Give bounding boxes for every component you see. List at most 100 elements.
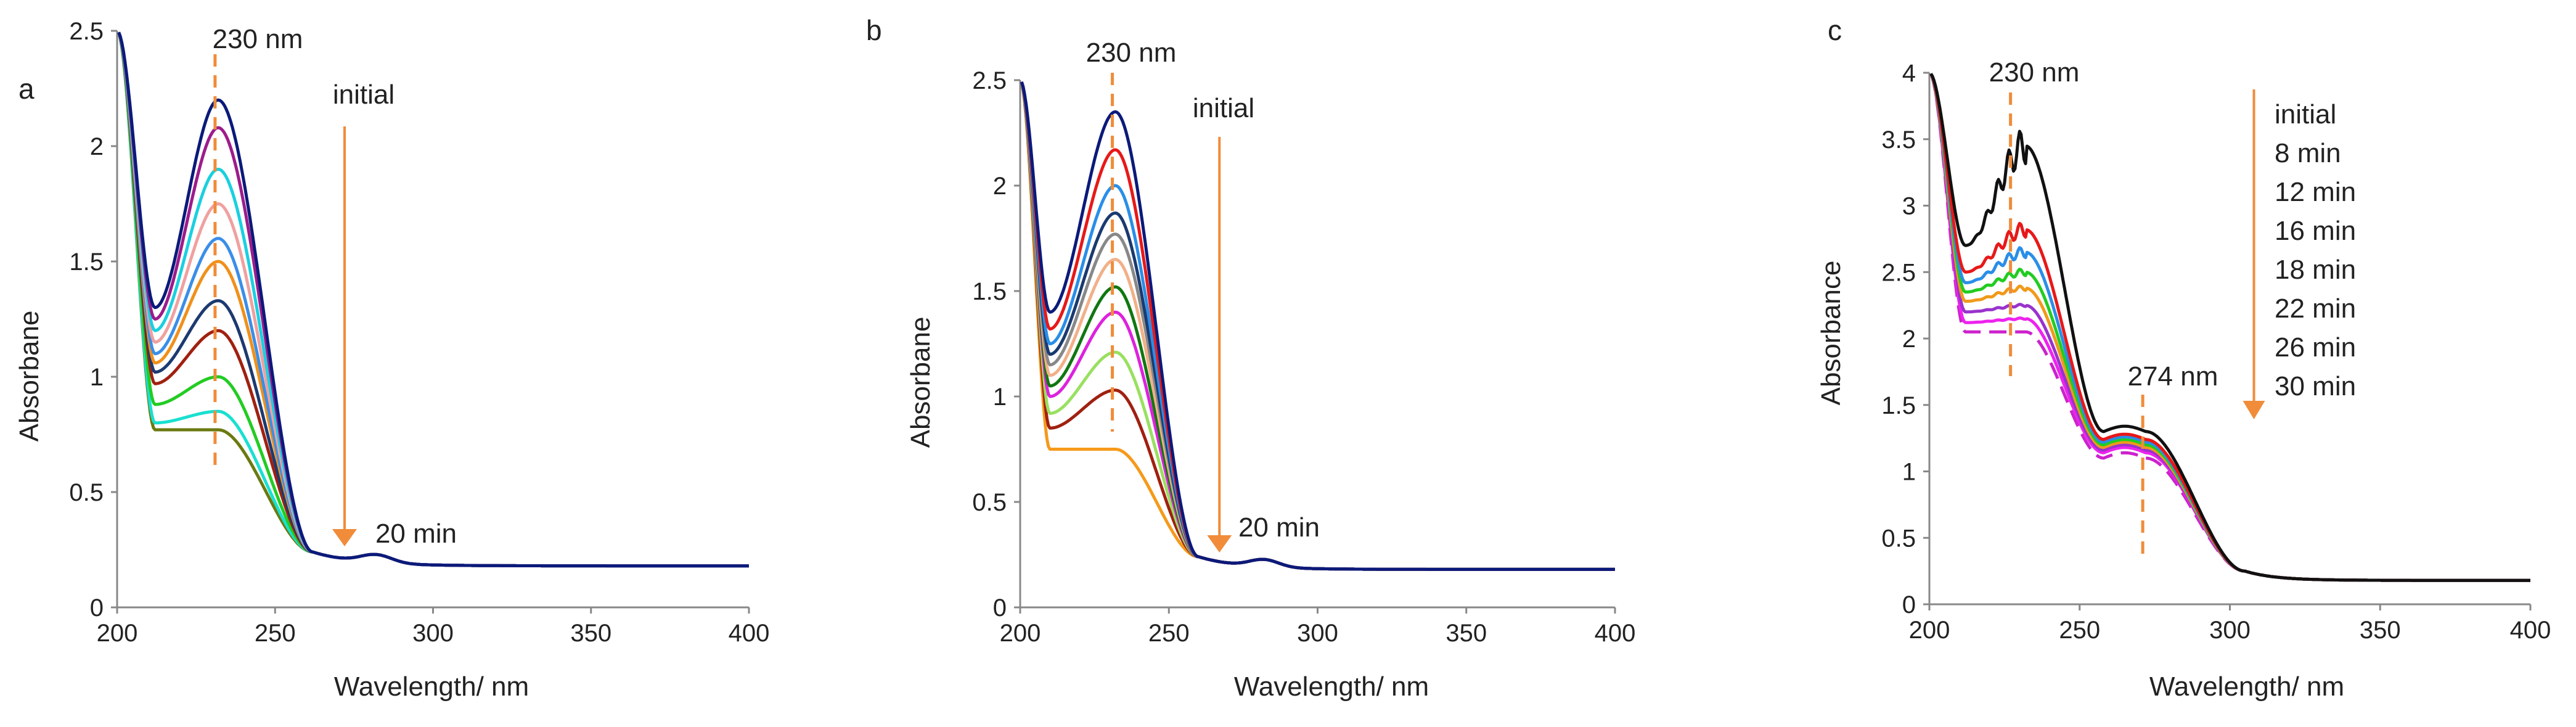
series-line-s8: [117, 32, 749, 568]
series-line-s9: [117, 32, 749, 568]
x-tick-label: 250: [1148, 620, 1190, 647]
panel-b-initial-label: initial: [1193, 93, 1254, 123]
x-tick-label: 200: [1000, 620, 1041, 647]
panel-a-initial-label: initial: [333, 80, 395, 110]
arrow-head: [332, 529, 357, 546]
series-line-s8: [1020, 82, 1615, 571]
series-group: [117, 31, 749, 568]
series-line-30-min: [1929, 73, 2530, 582]
x-tick-label: 350: [2360, 617, 2401, 644]
series-line-12-min: [1929, 73, 2530, 582]
panel-c-legend-item: 12 min: [2275, 177, 2356, 207]
x-tick-label: 300: [1297, 620, 1338, 647]
panel-a-ylabel: Absorbane: [14, 311, 44, 442]
panel-a-letter: a: [18, 73, 35, 105]
panel-b-end-label: 20 min: [1238, 512, 1320, 543]
series-line-s4: [117, 31, 749, 568]
panel-c-legend: initial 8 min 12 min 16 min 18 min 22 mi…: [2275, 99, 2356, 401]
y-tick-label: 2.5: [1881, 259, 1916, 286]
y-tick-label: 2.5: [972, 67, 1007, 94]
panel-c-letter: c: [1828, 14, 1842, 46]
y-tick-label: 0: [1902, 591, 1916, 618]
series-line-20-min: [117, 32, 749, 568]
panel-c-legend-item: 16 min: [2275, 216, 2356, 246]
panel-b-xlabel: Wavelength/ nm: [1234, 672, 1429, 702]
series-line-initial: [1929, 73, 2530, 582]
panel-c: c Absorbance Wavelength/ nm 230 nm 274 n…: [1816, 14, 2551, 702]
series-line-s5: [1020, 81, 1615, 571]
series-line-20-min: [1020, 82, 1615, 571]
series-line-s2: [1020, 81, 1615, 571]
panel-c-second-peak-label: 274 nm: [2128, 361, 2218, 392]
series-line-8-min: [1929, 73, 2530, 582]
series-line-s10: [117, 32, 749, 568]
series-line-16-min: [1929, 73, 2530, 582]
panel-c-xlabel: Wavelength/ nm: [2149, 672, 2344, 702]
panel-b-ylabel: Absorbane: [906, 317, 936, 448]
y-tick-label: 1: [90, 364, 104, 391]
series-line-s3: [117, 31, 749, 568]
panel-c-ylabel: Absorbance: [1816, 261, 1846, 406]
y-tick-label: 4: [1902, 60, 1916, 87]
y-tick-label: 0: [993, 594, 1007, 622]
x-tick-label: 350: [570, 620, 611, 647]
y-tick-label: 0: [90, 594, 104, 622]
panel-c-legend-item: 22 min: [2275, 294, 2356, 324]
y-tick-label: 3.5: [1881, 126, 1916, 154]
series-line-18-min: [1929, 73, 2530, 582]
panel-c-peak-label: 230 nm: [1989, 57, 2080, 88]
panel-c-legend-item: 30 min: [2275, 371, 2356, 401]
series-line-s4: [1020, 81, 1615, 571]
series-line-initial: [117, 31, 749, 568]
series-group: [1929, 73, 2530, 582]
panel-a: a Absorbane Wavelength/ nm 230 nm initia…: [14, 18, 769, 702]
x-tick-label: 400: [729, 620, 770, 647]
y-tick-label: 2.5: [69, 18, 104, 45]
panel-a-end-label: 20 min: [375, 519, 457, 549]
y-tick-label: 2: [993, 173, 1007, 200]
series-line-s7: [117, 32, 749, 568]
series-line-initial: [1020, 81, 1615, 571]
x-tick-label: 350: [1445, 620, 1487, 647]
y-tick-label: 2: [1902, 326, 1916, 353]
series-line-s5: [117, 31, 749, 568]
y-tick-label: 3: [1902, 193, 1916, 220]
series-line-22-min: [1929, 73, 2530, 582]
y-tick-label: 0.5: [972, 489, 1007, 516]
series-line-s3: [1020, 81, 1615, 571]
y-tick-label: 2: [90, 133, 104, 160]
y-tick-label: 1: [993, 384, 1007, 411]
x-tick-label: 400: [2510, 617, 2551, 644]
arrow-head: [1207, 535, 1232, 552]
y-tick-label: 0.5: [69, 479, 104, 506]
arrow-head: [2243, 401, 2265, 419]
panel-c-legend-item: 26 min: [2275, 332, 2356, 363]
series-line-s10: [1020, 82, 1615, 571]
series-line-s9: [1020, 82, 1615, 571]
panel-c-legend-item: initial: [2275, 99, 2336, 129]
x-tick-label: 400: [1595, 620, 1636, 647]
y-tick-label: 1.5: [972, 278, 1007, 305]
series-line-s6: [117, 31, 749, 568]
x-tick-label: 200: [1909, 617, 1950, 644]
series-group: [1020, 81, 1615, 571]
panel-b-letter: b: [866, 14, 882, 46]
panel-b-peak-label: 230 nm: [1086, 38, 1177, 68]
panel-a-xlabel: Wavelength/ nm: [334, 672, 529, 702]
series-line-s7: [1020, 82, 1615, 571]
series-line-26-min: [1929, 73, 2530, 582]
panel-c-legend-item: 18 min: [2275, 255, 2356, 285]
x-tick-label: 300: [412, 620, 454, 647]
panel-b: b Absorbane Wavelength/ nm 230 nm initia…: [866, 14, 1635, 702]
x-tick-label: 250: [255, 620, 296, 647]
x-tick-label: 250: [2059, 617, 2100, 644]
y-tick-label: 1.5: [1881, 392, 1916, 419]
panel-a-peak-label: 230 nm: [213, 24, 303, 54]
series-line-s6: [1020, 81, 1615, 571]
y-tick-label: 1.5: [69, 248, 104, 276]
x-tick-label: 300: [2209, 617, 2251, 644]
x-tick-label: 200: [97, 620, 138, 647]
y-tick-label: 0.5: [1881, 525, 1916, 552]
panel-c-legend-item: 8 min: [2275, 138, 2341, 168]
